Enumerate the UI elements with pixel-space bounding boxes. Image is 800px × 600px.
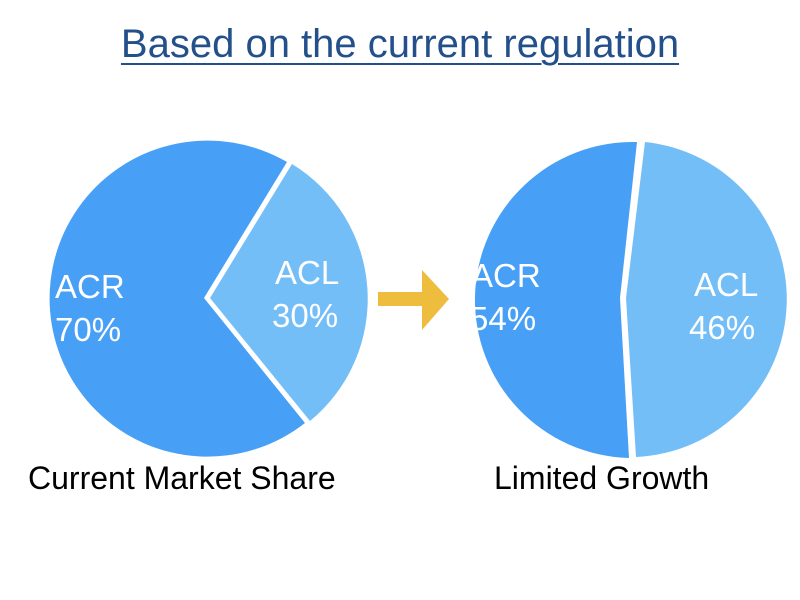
right-arrow-icon [378, 270, 449, 330]
label-acr-name: ACR [471, 257, 541, 294]
label-acr-pct: 54% [470, 300, 536, 337]
slice-acr [49, 140, 305, 457]
slice-acl [626, 142, 787, 457]
pie-current-market-share: ACR 70% ACL 30% [49, 140, 368, 457]
pie-limited-growth: ACR 54% ACL 46% [470, 141, 787, 458]
page-title: Based on the current regulation [120, 22, 680, 66]
label-acl-name: ACL [275, 254, 339, 291]
label-acr-pct: 70% [55, 311, 121, 348]
caption-current-market-share: Current Market Share [28, 460, 336, 496]
caption-limited-growth: Limited Growth [494, 460, 710, 496]
slice-acr [474, 141, 637, 458]
slice-acl [210, 164, 368, 421]
label-acl-name: ACL [694, 266, 758, 303]
label-acr-name: ACR [55, 268, 125, 305]
label-acl-pct: 30% [272, 297, 338, 334]
label-acl-pct: 46% [689, 309, 755, 346]
